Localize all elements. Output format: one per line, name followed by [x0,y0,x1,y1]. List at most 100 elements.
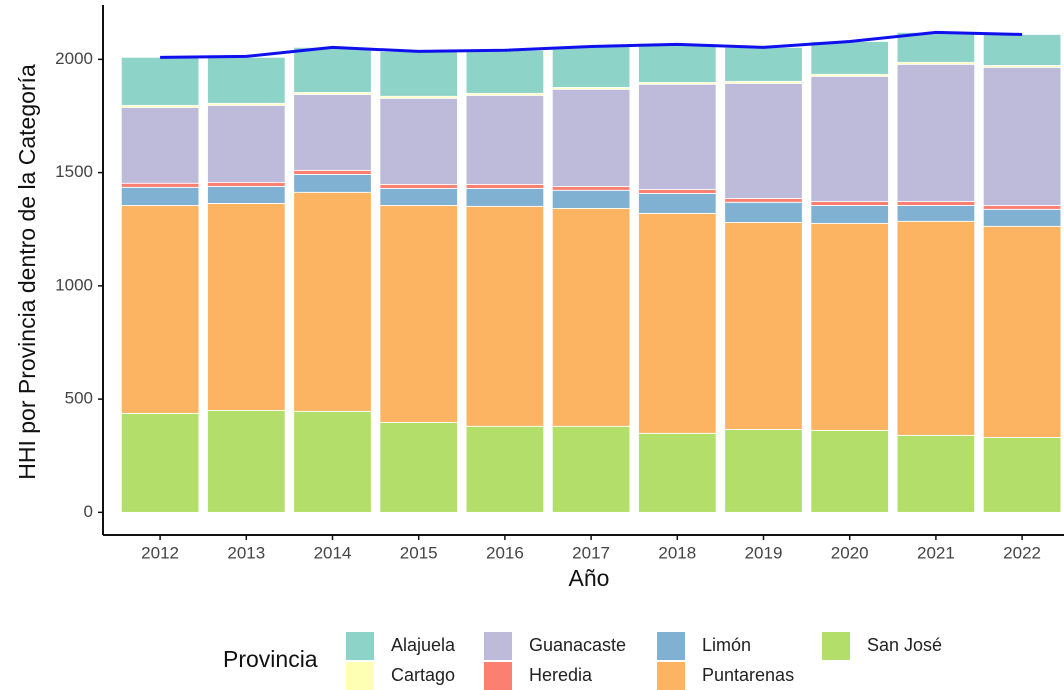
bar-segment [379,97,458,185]
bar-segment [638,212,717,434]
bar-segment [896,63,976,202]
y-tick-label: 1500 [55,162,93,181]
bar-segment [465,183,545,189]
bar-segment [120,56,200,106]
bar-segment [293,191,372,412]
bar-segment [896,200,976,206]
bar-segment [810,41,889,75]
bar-segment [724,46,803,82]
bar-segment [551,186,631,191]
bar-segment [724,201,803,223]
bar-segment [982,205,1062,210]
bar-segment [207,104,286,183]
bar-segment [810,429,889,513]
bar-segment [551,425,631,513]
x-tick-label: 2020 [831,543,869,562]
bar-segment [724,198,803,203]
y-tick-label: 1000 [55,275,93,294]
bar-segment [120,205,200,414]
bar-segment [379,205,458,423]
bar-segment [810,205,889,224]
legend-text: Cartago [391,665,455,685]
legend-text: Alajuela [391,635,456,655]
legend-key [657,632,685,660]
bar-segment [207,410,286,513]
bar-segment [896,434,976,513]
y-tick-label: 0 [84,502,93,521]
x-tick-label: 2018 [658,543,696,562]
bar-segment [293,174,372,193]
y-tick-label: 2000 [55,49,93,68]
x-tick-label: 2015 [400,543,438,562]
bar-segment [465,425,545,513]
bar-segment [810,200,889,206]
bar-segment [379,422,458,513]
bar-segment [810,222,889,431]
x-tick-label: 2022 [1003,543,1041,562]
bar-segment [293,94,372,171]
x-tick-label: 2014 [314,543,352,562]
bar-segment [724,82,803,199]
bar-segment [638,44,717,83]
legend-key [657,662,685,690]
bar-segment [207,203,286,411]
y-tick-label: 500 [65,389,93,408]
bar-segment [379,188,458,206]
x-tick-label: 2012 [141,543,179,562]
x-tick-label: 2017 [572,543,610,562]
legend-text: Limón [702,635,751,655]
legend-key [484,632,512,660]
bar-segment [465,205,545,427]
bar-segment [638,193,717,214]
bar-segment [551,207,631,427]
bar-segment [896,220,976,436]
x-axis-title: Año [569,565,610,591]
bar-segment [638,188,717,194]
bar-segment [551,88,631,187]
bar-segment [293,46,372,93]
legend-key [822,632,850,660]
bar-segment [638,83,717,190]
bar-segment [551,46,631,88]
bar-segment [379,51,458,97]
bar-segment [982,225,1062,438]
bar-segment [207,56,286,104]
bar-segment [982,66,1062,206]
x-tick-label: 2021 [917,543,955,562]
legend-title: Provincia [223,646,318,672]
legend-key [346,662,374,690]
bar-segment [810,75,889,202]
bar-segment [982,208,1062,227]
bar-segment [896,32,976,63]
legend-text: Heredia [529,665,593,685]
bar-segment [724,222,803,430]
bar-segment [120,186,200,206]
total-line [160,30,1023,59]
bar-segment [293,410,372,513]
bar-segment [120,106,200,184]
legend-text: Guanacaste [529,635,626,655]
bar-segment [724,429,803,513]
bar-segment [551,189,631,209]
bar-segment [207,186,286,204]
legend-key [484,662,512,690]
legend-key [346,632,374,660]
x-tick-label: 2013 [227,543,265,562]
bar-segment [465,94,545,185]
y-axis-title: HHI por Provincia dentro de la Categoría [14,64,40,480]
legend-text: Puntarenas [702,665,794,685]
bar-segment [120,412,200,513]
x-tick-label: 2016 [486,543,524,562]
x-tick-label: 2019 [745,543,783,562]
bar-segment [982,34,1062,66]
bar-segment [207,181,286,187]
bar-segment [379,183,458,189]
bar-segment [982,436,1062,513]
bar-segment [638,432,717,513]
legend-text: San José [867,635,942,655]
bar-segment [465,188,545,207]
bar-segment [465,49,545,94]
bar-segment [896,205,976,222]
bar-segment [120,182,200,188]
